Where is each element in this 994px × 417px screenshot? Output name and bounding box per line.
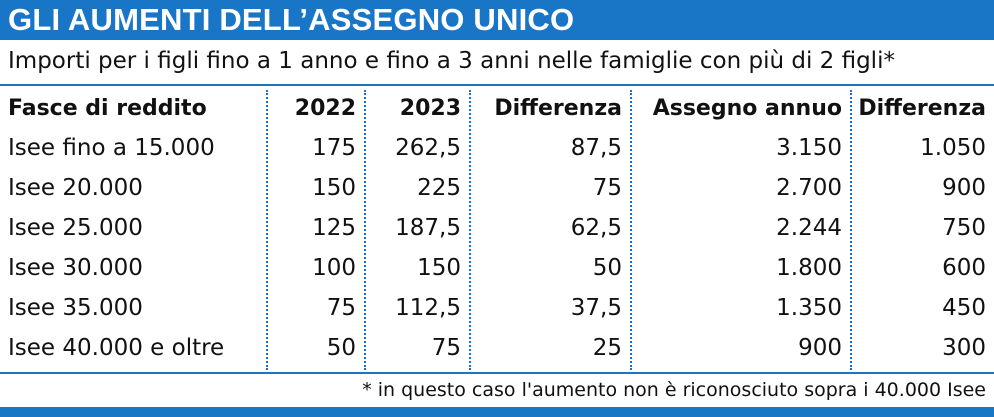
table-cell: 87,5	[570, 135, 622, 161]
table-cell: Isee 35.000	[8, 295, 143, 321]
table-cell: 187,5	[395, 215, 461, 241]
column-divider-1	[266, 90, 268, 370]
table-row: Isee 25.000 125 187,5 62,5 2.244 750	[0, 208, 994, 248]
table-cell: 125	[312, 215, 356, 241]
bottom-bar	[0, 407, 994, 417]
table-cell: 112,5	[395, 295, 461, 321]
column-divider-4	[630, 90, 632, 370]
table-row: Isee fino a 15.000 175 262,5 87,5 3.150 …	[0, 128, 994, 168]
table-cell: 62,5	[570, 215, 622, 241]
table-cell: 450	[942, 295, 986, 321]
column-header: Differenza	[858, 95, 986, 121]
column-header: Fasce di reddito	[8, 95, 207, 121]
table-row: Isee 20.000 150 225 75 2.700 900	[0, 168, 994, 208]
table-cell: 1.350	[776, 295, 842, 321]
table-cell: 150	[417, 255, 461, 281]
table-header-row: Fasce di reddito 2022 2023 Differenza As…	[0, 88, 994, 128]
table-row: Isee 35.000 75 112,5 37,5 1.350 450	[0, 288, 994, 328]
column-divider-3	[469, 90, 471, 370]
table-cell: 37,5	[570, 295, 622, 321]
column-header: Differenza	[494, 95, 622, 121]
table-cell: Isee 30.000	[8, 255, 143, 281]
column-divider-2	[364, 90, 366, 370]
table-cell: 300	[942, 335, 986, 361]
table-cell: 50	[326, 335, 356, 361]
table-cell: 25	[592, 335, 622, 361]
data-table: Fasce di reddito 2022 2023 Differenza As…	[0, 88, 994, 368]
table-cell: 150	[312, 175, 356, 201]
table-cell: 100	[312, 255, 356, 281]
table-cell: 50	[592, 255, 622, 281]
column-divider-5	[850, 90, 852, 370]
table-cell: Isee 40.000 e oltre	[8, 335, 225, 361]
table-row: Isee 40.000 e oltre 50 75 25 900 300	[0, 328, 994, 368]
table-cell: 1.050	[920, 135, 986, 161]
table-cell: 2.244	[776, 215, 842, 241]
table-cell: Isee 25.000	[8, 215, 143, 241]
table-cell: 262,5	[395, 135, 461, 161]
table-cell: 2.700	[776, 175, 842, 201]
table-cell: 175	[312, 135, 356, 161]
subtitle-divider	[0, 84, 994, 86]
table-cell: Isee fino a 15.000	[8, 135, 215, 161]
page-title: GLI AUMENTI DELL’ASSEGNO UNICO	[8, 2, 575, 37]
table-cell: 1.800	[776, 255, 842, 281]
column-header: 2022	[294, 95, 356, 121]
table-cell: 600	[942, 255, 986, 281]
title-bar: GLI AUMENTI DELL’ASSEGNO UNICO	[0, 0, 994, 40]
table-cell: 900	[798, 335, 842, 361]
subtitle: Importi per i figli fino a 1 anno e fino…	[8, 48, 895, 74]
table-row: Isee 30.000 100 150 50 1.800 600	[0, 248, 994, 288]
footnote: * in questo caso l'aumento non è riconos…	[362, 379, 986, 401]
table-cell: 75	[326, 295, 356, 321]
footnote-divider	[0, 372, 994, 374]
table-cell: 3.150	[776, 135, 842, 161]
table-cell: 75	[431, 335, 461, 361]
table-cell: 750	[942, 215, 986, 241]
table-cell: 75	[592, 175, 622, 201]
table-cell: 900	[942, 175, 986, 201]
table-cell: 225	[417, 175, 461, 201]
column-header: 2023	[399, 95, 461, 121]
table-cell: Isee 20.000	[8, 175, 143, 201]
column-header: Assegno annuo	[652, 95, 842, 121]
